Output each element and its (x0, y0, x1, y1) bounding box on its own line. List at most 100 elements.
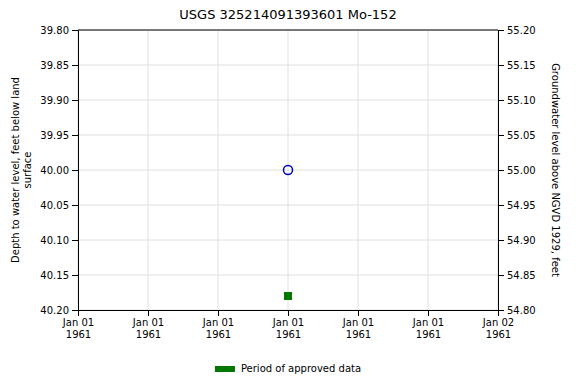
x-tick: Jan 011961 (342, 310, 374, 340)
y-tick: 40.10 (40, 235, 78, 246)
y-axis-line (72, 31, 79, 311)
y2-tick: 55.05 (498, 130, 536, 141)
plot: Jan 011961Jan 011961Jan 011961Jan 011961… (40, 25, 535, 340)
y2-tick: 55.10 (498, 95, 536, 106)
x-tick: Jan 011961 (132, 310, 164, 340)
x-tick-label: Jan 011961 (202, 317, 234, 340)
y-tick-label: 40.15 (40, 270, 69, 281)
y2-axis: 55.20 55.15 55.10 55.05 55.00 54.95 54.90 54.85… (498, 25, 536, 316)
x-tick-label-line: Jan 01 (272, 317, 304, 328)
y-tick-label: 39.95 (40, 130, 69, 141)
y2-tick-label: 54.95 (507, 200, 536, 211)
x-tick-label-line: 1961 (136, 329, 161, 340)
y2-axis-title: Groundwater level above NGVD 1929, feet (550, 63, 561, 277)
y2-tick-mark (498, 205, 504, 206)
legend-swatch (215, 366, 235, 372)
y2-tick-mark (498, 135, 504, 136)
y-tick: 39.80 (40, 25, 78, 36)
x-tick-label: Jan 011961 (342, 317, 374, 340)
y2-tick-mark (498, 310, 504, 311)
y2-tick: 54.90 (498, 235, 536, 246)
y-tick-mark (72, 100, 78, 101)
y2-tick-label: 54.90 (507, 235, 536, 246)
y-tick-label: 40.05 (40, 200, 69, 211)
x-tick-mark (288, 310, 289, 316)
x-tick-label-line: 1961 (416, 329, 441, 340)
grid-line (428, 30, 429, 310)
x-tick-mark (218, 310, 219, 316)
grid-line (288, 30, 289, 310)
y2-tick-mark (498, 240, 504, 241)
series (285, 293, 292, 300)
legend-label: Period of approved data (241, 363, 361, 374)
grid (78, 30, 498, 310)
y2-tick-label: 55.00 (507, 165, 536, 176)
y-axis-title-line: surface (22, 152, 33, 189)
y-tick: 40.15 (40, 270, 78, 281)
y-tick: 39.90 (40, 95, 78, 106)
x-axis-line (79, 311, 499, 317)
y2-tick-label: 55.05 (507, 130, 536, 141)
y2-axis-line (499, 31, 505, 311)
y-tick: 39.95 (40, 130, 78, 141)
title: USGS 325214091393601 Mo-152 (179, 7, 396, 22)
y2-tick-label: 55.10 (507, 95, 536, 106)
y-tick-label: 39.80 (40, 25, 69, 36)
x-tick-label-line: 1961 (276, 329, 301, 340)
y2-tick: 54.80 (498, 305, 536, 316)
x-tick-label-line: Jan 01 (342, 317, 374, 328)
y2-tick-label: 55.15 (507, 60, 536, 71)
x-tick: Jan 011961 (412, 310, 444, 340)
x-axis: Jan 011961Jan 011961Jan 011961Jan 011961… (62, 310, 514, 340)
point (285, 293, 292, 300)
grid-line (78, 30, 498, 31)
legend-item: Period of approved data (215, 363, 361, 374)
y2-tick-mark (498, 65, 504, 66)
point (284, 166, 293, 175)
x-tick: Jan 011961 (202, 310, 234, 340)
x-tick-mark (148, 310, 149, 316)
y2-tick: 54.85 (498, 270, 536, 281)
y-tick: 40.05 (40, 200, 78, 211)
y2-tick-mark (498, 100, 504, 101)
x-tick-label: Jan 011961 (62, 317, 94, 340)
x-tick-label-line: 1961 (66, 329, 91, 340)
y-axis-title-line: Depth to water level, feet below land (10, 77, 21, 263)
y-tick: 40.00 (40, 165, 78, 176)
y2-tick-mark (498, 170, 504, 171)
y2-tick-label: 54.80 (507, 305, 536, 316)
x-tick-label-line: Jan 01 (132, 317, 164, 328)
y-tick-label: 39.90 (40, 95, 69, 106)
y-tick-mark (72, 275, 78, 276)
x-tick-label: Jan 011961 (412, 317, 444, 340)
y2-tick: 55.00 (498, 165, 536, 176)
grid-line (358, 30, 359, 310)
y-tick-mark (72, 240, 78, 241)
y-tick-label: 39.85 (40, 60, 69, 71)
x-tick-label-line: Jan 02 (482, 317, 514, 328)
y-tick-label: 40.00 (40, 165, 69, 176)
y-tick-label: 40.20 (40, 305, 69, 316)
x-tick-label: Jan 011961 (272, 317, 304, 340)
y-tick-label: 40.10 (40, 235, 69, 246)
y-tick-mark (72, 30, 78, 31)
x-tick-mark (358, 310, 359, 316)
y-tick-mark (72, 205, 78, 206)
x-tick-label-line: 1961 (346, 329, 371, 340)
x-tick: Jan 011961 (272, 310, 304, 340)
x-tick-label: Jan 011961 (132, 317, 164, 340)
y-tick-mark (72, 65, 78, 66)
series (284, 166, 293, 175)
legend: Period of approved data (215, 363, 361, 374)
y-tick: 40.20 (40, 305, 78, 316)
y-tick: 39.85 (40, 60, 78, 71)
y2-tick-label: 55.20 (507, 25, 536, 36)
x-tick-label-line: Jan 01 (62, 317, 94, 328)
y2-axis-title-line: Groundwater level above NGVD 1929, feet (550, 63, 561, 277)
y-tick-mark (72, 310, 78, 311)
y-tick-mark (72, 170, 78, 171)
chart: Jan 011961Jan 011961Jan 011961Jan 011961… (0, 0, 576, 384)
y-tick-mark (72, 135, 78, 136)
y2-tick-mark (498, 30, 504, 31)
x-tick-label-line: Jan 01 (412, 317, 444, 328)
